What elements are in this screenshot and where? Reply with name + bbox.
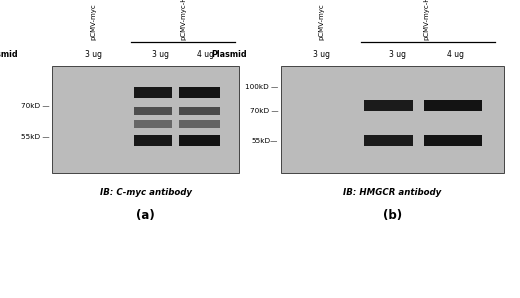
Bar	[363, 135, 413, 146]
Bar	[179, 87, 220, 98]
Text: 70kD —: 70kD —	[250, 108, 278, 114]
Text: 4 ug: 4 ug	[447, 50, 464, 59]
Bar	[281, 66, 504, 173]
Text: pCMV-myc: pCMV-myc	[318, 4, 324, 41]
Text: 100kD —: 100kD —	[245, 84, 278, 90]
Bar	[179, 135, 220, 146]
Bar	[179, 107, 220, 115]
Text: (a): (a)	[136, 209, 155, 222]
Text: (b): (b)	[383, 209, 402, 222]
Bar	[424, 135, 482, 146]
Text: IB: HMGCR antibody: IB: HMGCR antibody	[344, 188, 441, 197]
Text: 3 ug: 3 ug	[85, 50, 102, 59]
Bar	[134, 87, 172, 98]
Text: 55kD—: 55kD—	[252, 138, 278, 144]
Bar	[363, 100, 413, 111]
Text: 70kD —: 70kD —	[21, 103, 49, 109]
Text: 3 ug: 3 ug	[152, 50, 169, 59]
Text: IB: C-myc antibody: IB: C-myc antibody	[100, 188, 191, 197]
Text: 3 ug: 3 ug	[388, 50, 406, 59]
Text: 55kD —: 55kD —	[21, 134, 49, 140]
Bar	[424, 100, 482, 111]
Text: Plasmid: Plasmid	[212, 50, 248, 59]
Text: Plasmid: Plasmid	[0, 50, 18, 59]
Text: 3 ug: 3 ug	[313, 50, 330, 59]
Text: 4 ug: 4 ug	[197, 50, 214, 59]
Bar	[179, 120, 220, 128]
Bar	[134, 135, 172, 146]
Bar	[134, 120, 172, 128]
Bar	[52, 66, 239, 173]
Text: pCMV-myc: pCMV-myc	[90, 4, 96, 41]
Bar	[134, 107, 172, 115]
Text: pCMV-myc-HMGCRC: pCMV-myc-HMGCRC	[180, 0, 186, 41]
Text: pCMV-myc-HMGCRC: pCMV-myc-HMGCRC	[423, 0, 429, 41]
